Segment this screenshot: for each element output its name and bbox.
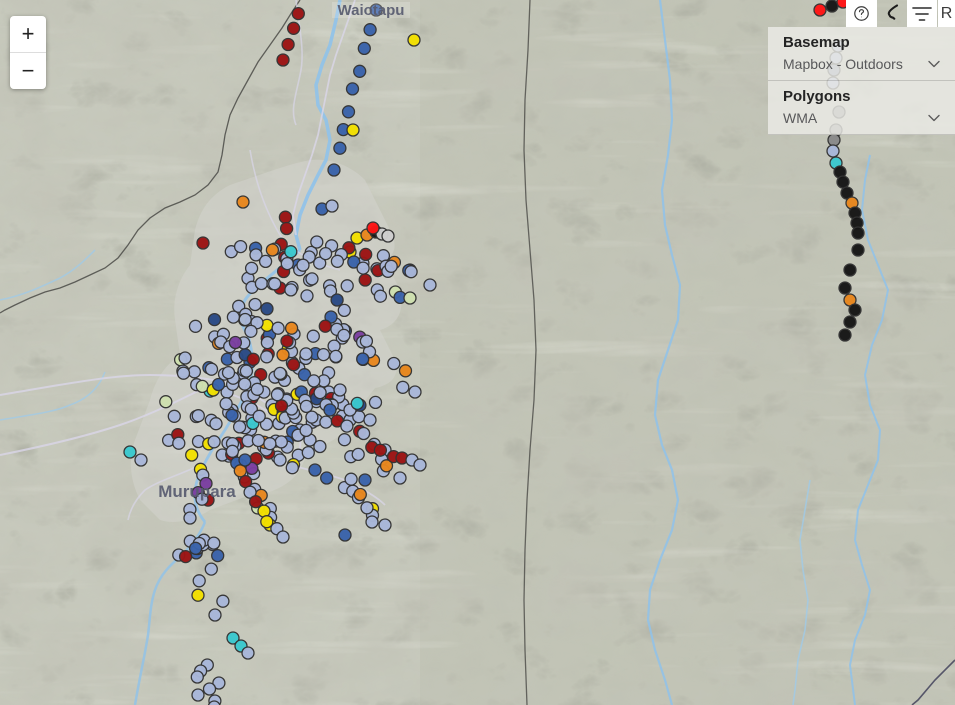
svg-text:Waiotapu: Waiotapu	[338, 2, 405, 19]
svg-text:Murupara: Murupara	[158, 482, 236, 501]
